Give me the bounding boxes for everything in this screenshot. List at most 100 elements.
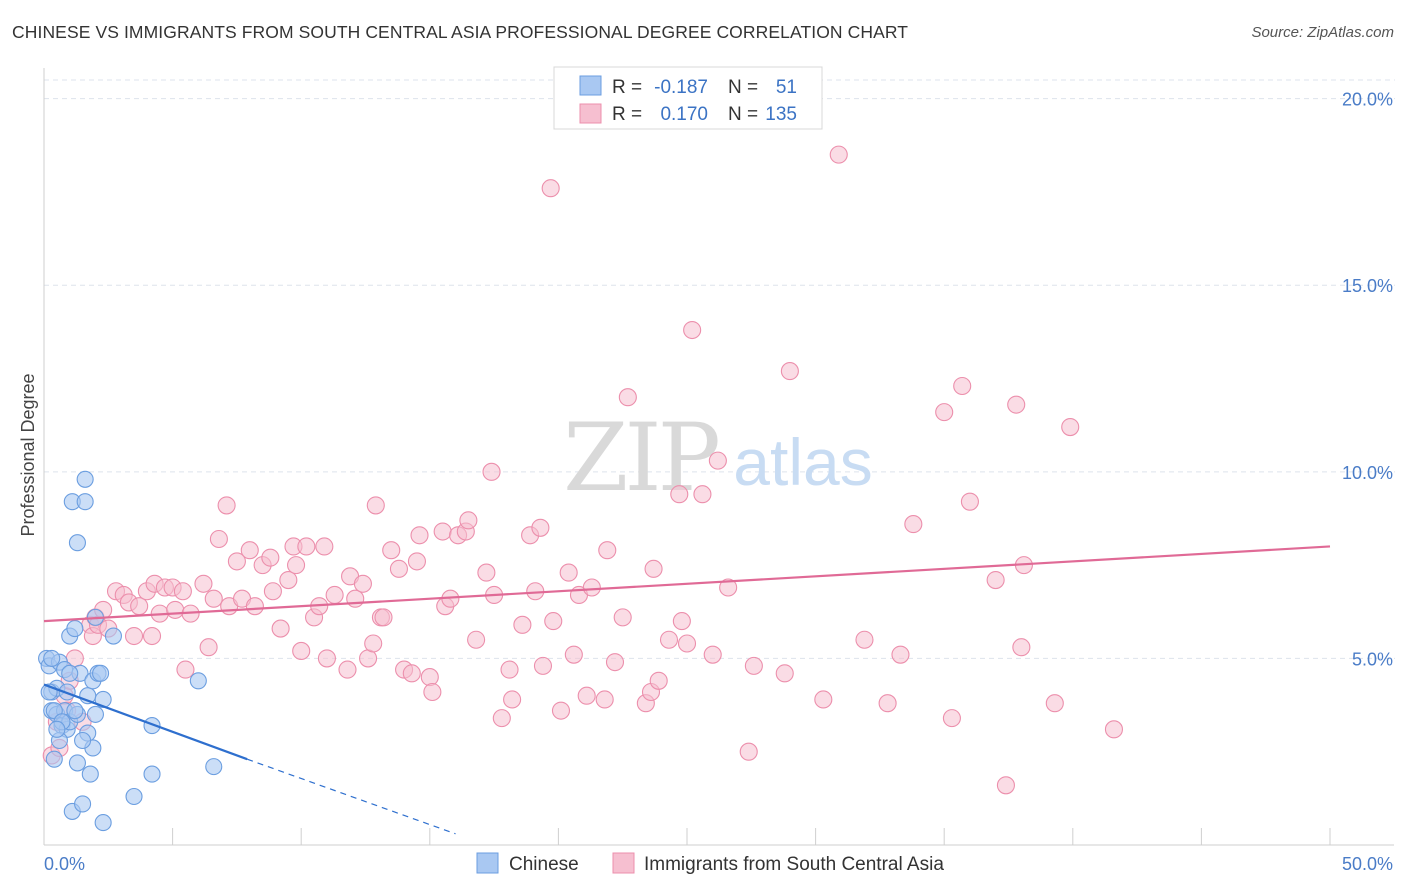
point-immigrants-70 — [433, 522, 452, 541]
point-immigrants-41 — [263, 582, 282, 601]
point-immigrants-99 — [613, 608, 632, 627]
point-immigrants-126 — [953, 376, 972, 396]
point-immigrants-119 — [829, 145, 848, 164]
y-tick-label-0: 5.0% — [1352, 649, 1393, 669]
point-immigrants-109 — [683, 320, 702, 340]
point-immigrants-33 — [217, 496, 236, 515]
point-immigrants-52 — [325, 585, 344, 605]
point-immigrants-17 — [124, 626, 144, 646]
point-immigrants-108 — [677, 634, 697, 653]
y-tick-label-1: 10.0% — [1342, 463, 1393, 483]
point-immigrants-81 — [500, 660, 519, 679]
point-immigrants-124 — [935, 403, 954, 422]
point-immigrants-96 — [595, 690, 614, 709]
point-chinese-23 — [76, 493, 94, 511]
point-immigrants-111 — [703, 645, 722, 664]
point-immigrants-59 — [366, 496, 385, 515]
point-immigrants-43 — [279, 570, 298, 590]
point-immigrants-87 — [533, 656, 553, 675]
trend-line-chinese — [43, 683, 248, 761]
correlation-legend: R = -0.187 N = 51 R = 0.170 N = 135 — [553, 66, 823, 130]
legend-n-value-1: 51 — [776, 77, 797, 98]
legend-n-label-1: N = — [728, 77, 758, 98]
point-immigrants-127 — [960, 492, 979, 511]
point-immigrants-128 — [986, 570, 1005, 590]
point-immigrants-78 — [482, 462, 501, 481]
legend-swatch-immigrants — [579, 103, 602, 124]
point-immigrants-63 — [389, 559, 408, 578]
point-immigrants-76 — [467, 630, 486, 649]
point-immigrants-32 — [209, 529, 228, 549]
point-immigrants-53 — [338, 660, 357, 679]
point-chinese-32 — [92, 664, 110, 682]
x-tick-labels: 0.0% 50.0% — [44, 854, 1393, 874]
series-legend: Chinese Immigrants from South Central As… — [476, 852, 944, 875]
series-immigrants-points — [42, 145, 1124, 795]
point-immigrants-103 — [644, 559, 663, 578]
point-immigrants-125 — [942, 709, 961, 728]
point-immigrants-116 — [775, 664, 794, 683]
series-chinese-points — [38, 470, 223, 832]
point-immigrants-42 — [271, 619, 290, 638]
point-immigrants-29 — [194, 574, 213, 593]
point-immigrants-114 — [739, 742, 758, 761]
point-immigrants-18 — [130, 597, 149, 616]
point-immigrants-91 — [559, 563, 578, 582]
point-immigrants-98 — [605, 653, 625, 672]
point-immigrants-55 — [346, 589, 365, 608]
y-axis-label: Professional Degree — [18, 373, 38, 536]
point-immigrants-121 — [878, 694, 897, 713]
point-immigrants-47 — [297, 537, 316, 556]
point-chinese-34 — [94, 690, 112, 709]
point-immigrants-61 — [374, 608, 393, 627]
point-immigrants-40 — [261, 548, 280, 567]
point-immigrants-115 — [744, 656, 763, 675]
y-tick-labels: 5.0% 10.0% 15.0% 20.0% — [1342, 90, 1393, 670]
point-immigrants-133 — [1045, 694, 1064, 713]
point-immigrants-46 — [292, 641, 311, 661]
point-immigrants-105 — [659, 630, 679, 649]
point-immigrants-131 — [1012, 638, 1031, 657]
point-immigrants-25 — [166, 600, 185, 619]
point-immigrants-83 — [513, 615, 532, 634]
y-tick-label-3: 20.0% — [1342, 90, 1393, 110]
point-immigrants-90 — [551, 701, 571, 720]
chart-title: CHINESE VS IMMIGRANTS FROM SOUTH CENTRAL… — [12, 22, 909, 42]
point-immigrants-31 — [204, 589, 223, 608]
point-immigrants-123 — [904, 515, 923, 534]
point-immigrants-51 — [317, 649, 336, 668]
point-immigrants-112 — [708, 451, 727, 470]
point-immigrants-107 — [672, 612, 691, 631]
point-chinese-17 — [68, 754, 86, 772]
point-immigrants-89 — [544, 612, 563, 631]
point-immigrants-68 — [420, 668, 439, 687]
legend-r-value-1: -0.187 — [654, 77, 708, 98]
point-immigrants-100 — [618, 388, 637, 407]
legend-r-label-2: R = — [612, 104, 642, 125]
point-immigrants-66 — [407, 552, 426, 571]
point-immigrants-110 — [693, 485, 712, 504]
point-immigrants-65 — [402, 664, 421, 683]
bottom-legend-swatch-chinese — [476, 852, 499, 874]
point-chinese-48 — [43, 649, 61, 667]
point-immigrants-88 — [541, 179, 560, 198]
point-chinese-36 — [125, 787, 143, 806]
point-chinese-37 — [143, 765, 161, 783]
point-chinese-50 — [48, 720, 66, 738]
point-immigrants-117 — [780, 362, 799, 381]
point-immigrants-30 — [199, 638, 218, 657]
x-tick-label-min: 0.0% — [44, 854, 85, 874]
point-immigrants-80 — [492, 709, 511, 728]
point-immigrants-67 — [410, 526, 429, 545]
point-immigrants-20 — [142, 626, 162, 646]
point-immigrants-95 — [582, 578, 601, 597]
point-chinese-33 — [94, 814, 112, 832]
point-immigrants-27 — [176, 660, 195, 679]
point-immigrants-94 — [577, 686, 596, 705]
gridlines — [44, 79, 1395, 659]
bottom-legend-label-chinese: Chinese — [509, 854, 579, 875]
point-chinese-4 — [45, 750, 63, 768]
x-tick-label-max: 50.0% — [1342, 854, 1393, 874]
point-immigrants-113 — [719, 578, 738, 597]
